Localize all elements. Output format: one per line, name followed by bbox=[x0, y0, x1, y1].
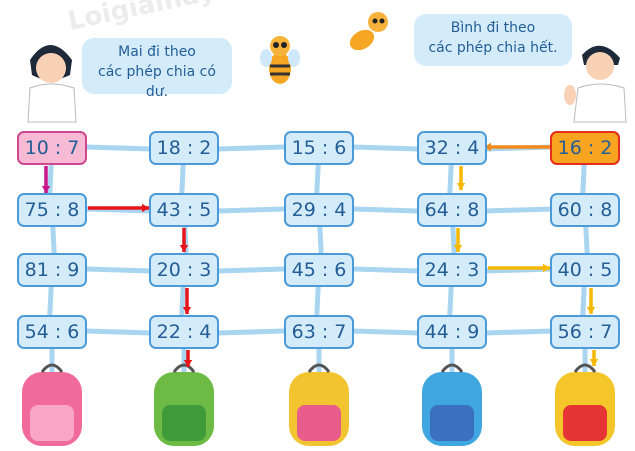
division-box: 10 : 7 bbox=[17, 131, 87, 165]
backpack-pocket bbox=[430, 405, 474, 441]
division-box: 29 : 4 bbox=[284, 193, 354, 227]
backpack-yellow-red bbox=[555, 363, 615, 446]
division-box: 81 : 9 bbox=[17, 253, 87, 287]
backpack-handle bbox=[307, 363, 331, 373]
mai-arrow-head bbox=[182, 307, 192, 314]
division-box: 40 : 5 bbox=[550, 253, 620, 287]
binh-arrow-head bbox=[453, 245, 463, 252]
path-arrows bbox=[41, 142, 599, 367]
binh-arrow-head bbox=[586, 307, 596, 314]
backpacks bbox=[22, 363, 615, 446]
characters bbox=[27, 12, 627, 123]
division-box: 64 : 8 bbox=[417, 193, 487, 227]
division-box: 20 : 3 bbox=[149, 253, 219, 287]
division-box: 24 : 3 bbox=[417, 253, 487, 287]
bee-icon bbox=[260, 36, 300, 84]
mai-arrow-head bbox=[41, 186, 51, 193]
backpack-pink bbox=[22, 363, 82, 446]
mai-arrow-head bbox=[179, 245, 189, 252]
mai-arrow-head bbox=[142, 203, 149, 213]
division-box: 32 : 4 bbox=[417, 131, 487, 165]
division-box: 56 : 7 bbox=[550, 315, 620, 349]
backpack-pocket bbox=[297, 405, 341, 441]
backpack-green bbox=[154, 363, 214, 446]
bee-icon bbox=[349, 12, 388, 51]
backpack-pocket bbox=[563, 405, 607, 441]
girl-mai bbox=[27, 45, 77, 123]
speech-bubble-binh: Bình đi theo các phép chia hết. bbox=[414, 14, 572, 66]
division-box: 18 : 2 bbox=[149, 131, 219, 165]
division-box: 44 : 9 bbox=[417, 315, 487, 349]
backpack-blue bbox=[422, 363, 482, 446]
binh-arrow-head bbox=[484, 142, 491, 152]
speech-line: các phép chia hết. bbox=[428, 40, 558, 56]
division-box: 45 : 6 bbox=[284, 253, 354, 287]
speech-line: Mai đi theo bbox=[118, 44, 196, 60]
binh-arrow-head bbox=[589, 359, 599, 366]
division-box: 16 : 2 bbox=[550, 131, 620, 165]
division-box: 60 : 8 bbox=[550, 193, 620, 227]
division-box: 75 : 8 bbox=[17, 193, 87, 227]
binh-arrow-head bbox=[543, 263, 550, 273]
binh-arrow-head bbox=[456, 183, 466, 190]
speech-line: Bình đi theo bbox=[450, 20, 536, 36]
division-box: 15 : 6 bbox=[284, 131, 354, 165]
division-box: 54 : 6 bbox=[17, 315, 87, 349]
boy-binh bbox=[564, 45, 627, 123]
mai-arrow-head bbox=[183, 360, 193, 367]
division-box: 63 : 7 bbox=[284, 315, 354, 349]
watermark: Loigiaihay bbox=[65, 0, 218, 37]
backpack-handle bbox=[573, 363, 597, 373]
speech-bubble-mai: Mai đi theo các phép chia có dư. bbox=[82, 38, 232, 100]
backpack-handle bbox=[172, 363, 196, 373]
backpack-pocket bbox=[30, 405, 74, 441]
division-box: 43 : 5 bbox=[149, 193, 219, 227]
backpack-handle bbox=[40, 363, 64, 373]
speech-line: các phép chia có dư. bbox=[98, 64, 216, 100]
backpack-handle bbox=[440, 363, 464, 373]
backpack-yellow-pink bbox=[289, 363, 349, 446]
backpack-pocket bbox=[162, 405, 206, 441]
division-box: 22 : 4 bbox=[149, 315, 219, 349]
